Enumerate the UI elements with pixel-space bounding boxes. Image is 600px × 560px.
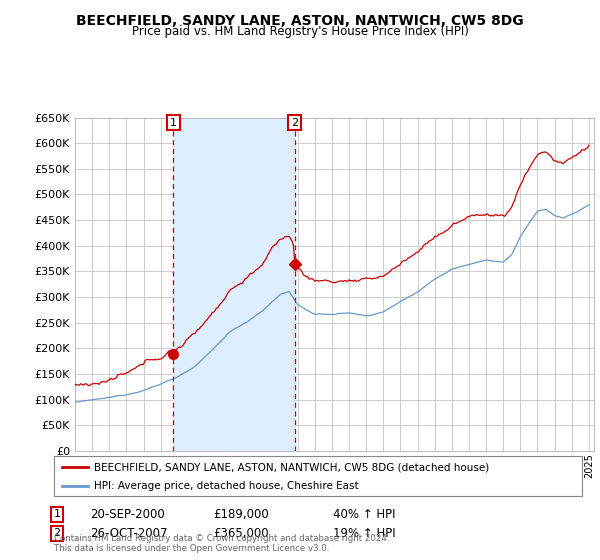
Text: Contains HM Land Registry data © Crown copyright and database right 2024.
This d: Contains HM Land Registry data © Crown c… [54, 534, 389, 553]
Bar [173, 118, 295, 451]
Text: 1: 1 [53, 509, 61, 519]
Text: 26-OCT-2007: 26-OCT-2007 [90, 526, 167, 540]
Text: 19% ↑ HPI: 19% ↑ HPI [333, 526, 395, 540]
Text: 2: 2 [53, 528, 61, 538]
Text: BEECHFIELD, SANDY LANE, ASTON, NANTWICH, CW5 8DG (detached house): BEECHFIELD, SANDY LANE, ASTON, NANTWICH,… [94, 463, 489, 473]
Text: 40% ↑ HPI: 40% ↑ HPI [333, 507, 395, 521]
Text: 20-SEP-2000: 20-SEP-2000 [90, 507, 165, 521]
Text: 2: 2 [291, 118, 298, 128]
Text: £365,000: £365,000 [213, 526, 269, 540]
Text: 1: 1 [170, 118, 177, 128]
Text: BEECHFIELD, SANDY LANE, ASTON, NANTWICH, CW5 8DG: BEECHFIELD, SANDY LANE, ASTON, NANTWICH,… [76, 14, 524, 28]
Text: £189,000: £189,000 [213, 507, 269, 521]
Text: HPI: Average price, detached house, Cheshire East: HPI: Average price, detached house, Ches… [94, 481, 358, 491]
Text: Price paid vs. HM Land Registry's House Price Index (HPI): Price paid vs. HM Land Registry's House … [131, 25, 469, 38]
